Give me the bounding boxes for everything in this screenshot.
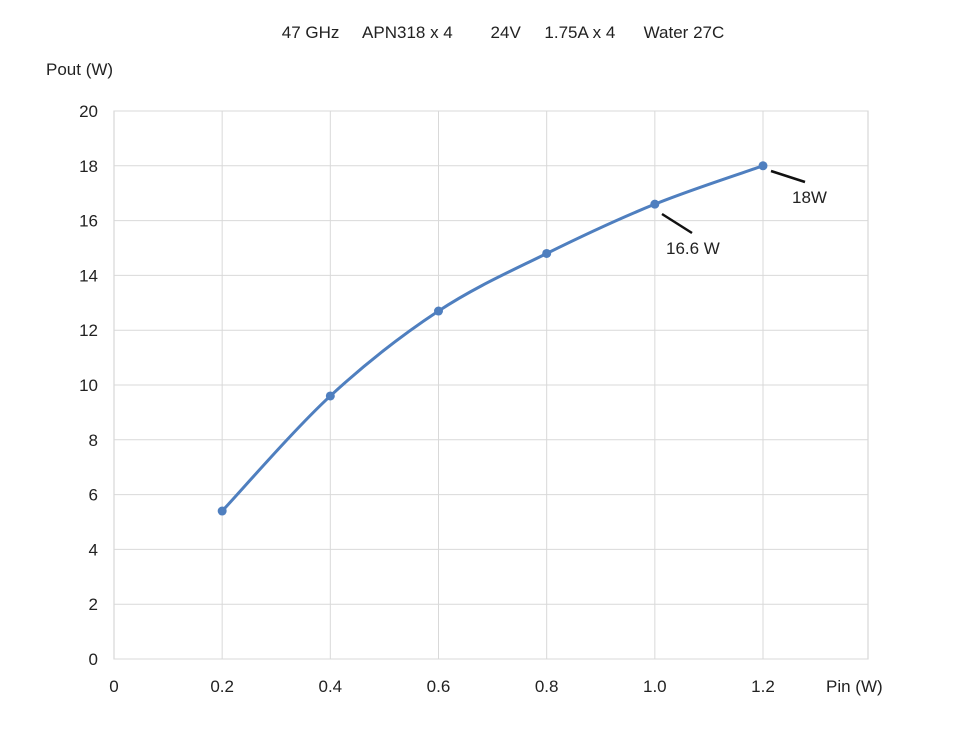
x-tick-label: 0.4	[319, 677, 343, 696]
x-tick-label: 1.2	[751, 677, 775, 696]
y-tick-label: 16	[79, 212, 98, 231]
y-tick-label: 4	[89, 540, 98, 559]
x-tick-label: 0.2	[210, 677, 234, 696]
data-point	[325, 391, 335, 401]
x-axis-label: Pin (W)	[826, 677, 883, 696]
data-point	[217, 506, 227, 516]
series-line	[221, 164, 764, 513]
data-point	[650, 199, 660, 209]
y-tick-label: 6	[89, 486, 98, 505]
y-tick-label: 18	[79, 157, 98, 176]
plot-area: 0 2 4 6 8 10 12 14 16 18 20 0 0.2 0.4 0.6 0.8 1.0 1.2 16.6…	[79, 102, 869, 696]
annotation-label: 16.6 W	[666, 239, 720, 258]
annotation-label: 18W	[792, 188, 827, 207]
x-tick-label: 0	[109, 677, 118, 696]
y-tick-label: 2	[89, 595, 98, 614]
annotation-leader-line	[661, 212, 693, 235]
y-tick-label: 14	[79, 266, 98, 285]
data-point	[542, 248, 552, 258]
data-point	[434, 306, 443, 316]
y-tick-label: 12	[79, 321, 98, 340]
y-tick-label: 0	[89, 650, 98, 669]
y-axis-label: Pout (W)	[46, 60, 113, 79]
chart-title: 47 GHz APN318 x 4 24V 1.75A x 4 Water 27…	[282, 23, 725, 42]
x-tick-label: 0.6	[427, 677, 451, 696]
y-tick-label: 20	[79, 102, 98, 121]
x-tick-label: 0.8	[535, 677, 559, 696]
x-tick-label: 1.0	[643, 677, 667, 696]
data-point	[758, 161, 768, 171]
y-tick-label: 10	[79, 376, 98, 395]
y-tick-label: 8	[89, 431, 98, 450]
annotation-leader-line	[770, 169, 806, 184]
